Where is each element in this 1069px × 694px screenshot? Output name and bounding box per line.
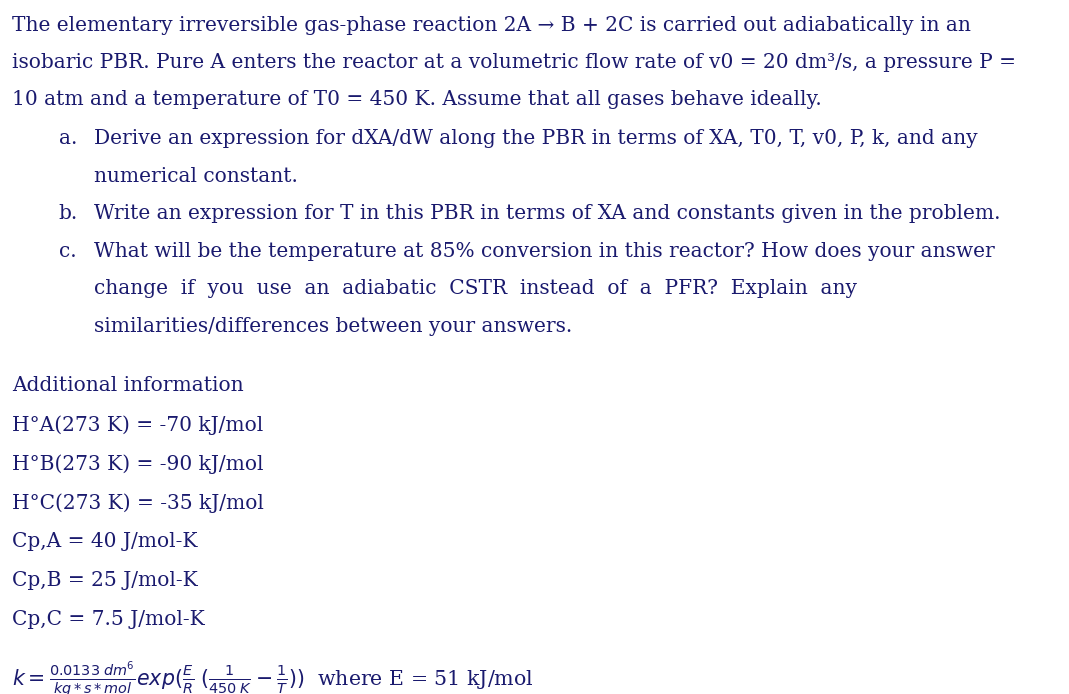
Text: a.: a. (59, 129, 77, 149)
Text: isobaric PBR. Pure A enters the reactor at a volumetric flow rate of v0 = 20 dm³: isobaric PBR. Pure A enters the reactor … (12, 53, 1016, 72)
Text: numerical constant.: numerical constant. (94, 167, 298, 185)
Text: Write an expression for T in this PBR in terms of XA and constants given in the : Write an expression for T in this PBR in… (94, 205, 1001, 223)
Text: Cp,C = 7.5 J/mol-K: Cp,C = 7.5 J/mol-K (12, 610, 204, 629)
Text: H°C(273 K) = -35 kJ/mol: H°C(273 K) = -35 kJ/mol (12, 493, 264, 513)
Text: Cp,A = 40 J/mol-K: Cp,A = 40 J/mol-K (12, 532, 198, 551)
Text: Additional information: Additional information (12, 376, 244, 395)
Text: similarities/differences between your answers.: similarities/differences between your an… (94, 316, 572, 336)
Text: The elementary irreversible gas-phase reaction 2A → B + 2C is carried out adiaba: The elementary irreversible gas-phase re… (12, 16, 971, 35)
Text: 10 atm and a temperature of T0 = 450 K. Assume that all gases behave ideally.: 10 atm and a temperature of T0 = 450 K. … (12, 90, 822, 110)
Text: H°B(273 K) = -90 kJ/mol: H°B(273 K) = -90 kJ/mol (12, 454, 263, 474)
Text: c.: c. (59, 242, 76, 262)
Text: H°A(273 K) = -70 kJ/mol: H°A(273 K) = -70 kJ/mol (12, 415, 263, 434)
Text: change  if  you  use  an  adiabatic  CSTR  instead  of  a  PFR?  Explain  any: change if you use an adiabatic CSTR inst… (94, 280, 857, 298)
Text: Cp,B = 25 J/mol-K: Cp,B = 25 J/mol-K (12, 571, 198, 590)
Text: Derive an expression for dXA/dW along the PBR in terms of XA, T0, T, v0, P, k, a: Derive an expression for dXA/dW along th… (94, 129, 977, 149)
Text: b.: b. (59, 205, 78, 223)
Text: $\mathit{k} = \frac{0.0133\;\mathit{dm}^{6}}{\mathit{kg}*\mathit{s}*\mathit{mol}: $\mathit{k} = \frac{0.0133\;\mathit{dm}^… (12, 660, 533, 694)
Text: What will be the temperature at 85% conversion in this reactor? How does your an: What will be the temperature at 85% conv… (94, 242, 994, 262)
